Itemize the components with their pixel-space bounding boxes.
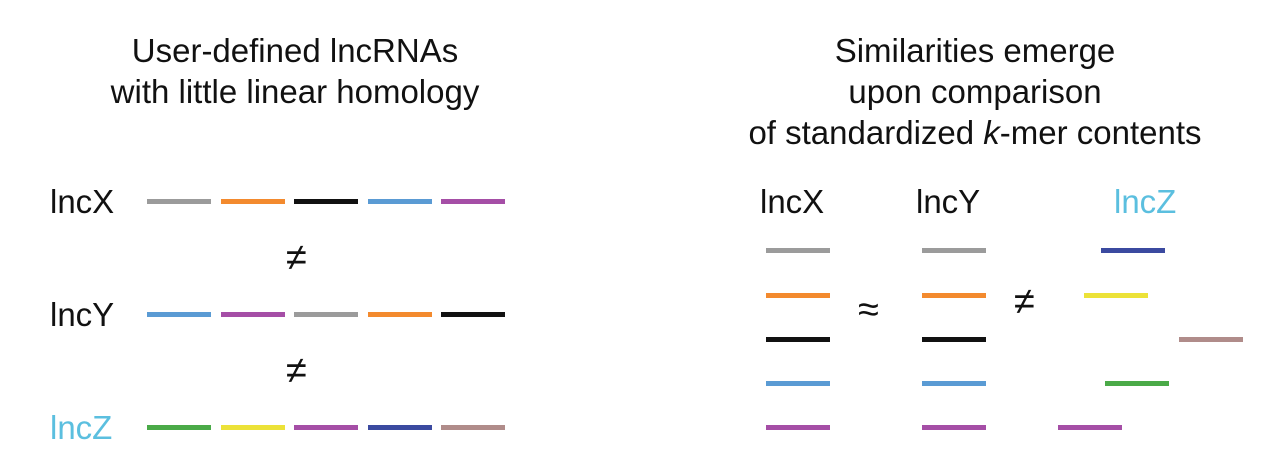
right-lncy-kmer-black [922,337,986,342]
left-label-lncy: lncY [50,296,115,333]
right-lncz-kmer-purple [1058,425,1122,430]
right-lncy-kmer-gray [922,248,986,253]
left-label-lncz: lncZ [50,409,113,446]
left-not-equal-yz: ≠ [286,350,307,392]
right-lncx-kmer-gray [766,248,830,253]
right-lncz-kmer-mauve [1179,337,1243,342]
right-lncy-kmer-blue [922,381,986,386]
right-title-line3-post: -mer contents [999,114,1202,151]
left-lncy-segment-black [441,312,505,317]
right-title-kmer-k: k [983,114,1000,151]
right-label-lncy: lncY [916,183,981,220]
left-lncy-segment-orange [368,312,432,317]
right-lncx-kmer-purple [766,425,830,430]
right-lncx-kmer-blue [766,381,830,386]
left-lncz-segment-purple [294,425,358,430]
right-title: Similarities emerge upon comparison of s… [690,30,1260,153]
left-lncz-segment-navy [368,425,432,430]
left-not-equal-xy: ≠ [286,237,307,279]
right-lncz-kmer-green [1105,381,1169,386]
left-lncz-segment-mauve [441,425,505,430]
left-lncz-segment-green [147,425,211,430]
left-lncx-segment-black [294,199,358,204]
right-title-line3: of standardized k-mer contents [690,112,1260,153]
right-lncx-kmer-black [766,337,830,342]
left-lncz-segment-yellow [221,425,285,430]
left-title: User-defined lncRNAs with little linear … [40,30,550,112]
right-approx-xy: ≈ [858,289,879,331]
left-title-line2: with little linear homology [110,73,480,110]
right-lncz-kmer-yellow [1084,293,1148,298]
left-lncy-segment-gray [294,312,358,317]
right-lncy-kmer-purple [922,425,986,430]
left-lncx-segment-purple [441,199,505,204]
left-lncx-segment-gray [147,199,211,204]
right-label-lncz: lncZ [1114,183,1177,220]
right-lncx-kmer-orange [766,293,830,298]
right-lncz-kmer-navy [1101,248,1165,253]
left-lncx-segment-orange [221,199,285,204]
right-title-line2: upon comparison [848,73,1102,110]
left-title-line1: User-defined lncRNAs [131,32,459,69]
left-lncy-segment-blue [147,312,211,317]
right-label-lncx: lncX [760,183,825,220]
left-label-lncx: lncX [50,183,115,220]
right-lncy-kmer-orange [922,293,986,298]
left-lncy-segment-purple [221,312,285,317]
right-not-equal-yz: ≠ [1014,281,1035,323]
right-title-line3-pre: of standardized [748,114,984,151]
right-title-line1: Similarities emerge [834,32,1116,69]
left-lncx-segment-blue [368,199,432,204]
